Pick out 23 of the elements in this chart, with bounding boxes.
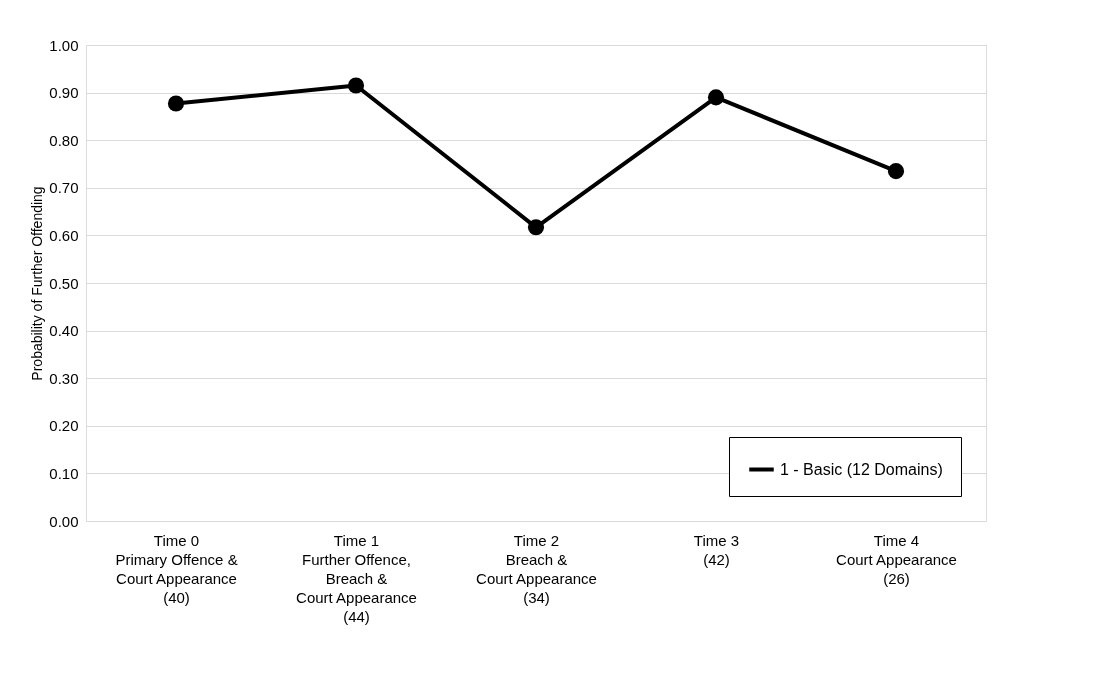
y-tick-label: 0.10 [49,464,79,482]
y-tick-label: 0.80 [49,131,79,149]
x-tick-label: Time 1 Further Offence, Breach & Court Appearance (44) [296,531,417,625]
y-tick-label: 0.70 [49,179,79,197]
x-tick-label: Time 3 (42) [693,531,740,568]
y-tick-label: 0.20 [49,417,79,435]
point [707,89,725,106]
x-tick-label: Time 0 Primary Offence & Court Appearance (40) [115,531,238,606]
legend-label: 1 - Basic (12 Domains) [780,460,943,478]
point [167,95,185,112]
y-tick-label: 1.00 [49,36,79,54]
point [887,163,905,180]
y-tick-label: 0.60 [49,226,79,244]
x-tick-label: Time 2 Breach & Court Appearance (34) [476,531,597,606]
y-tick-label: 0.30 [49,369,79,387]
y-tick-label: 0.50 [49,274,79,292]
y-axis-title: Probability of Further Offending [29,186,46,381]
y-tick-label: 0.90 [49,84,79,102]
point [527,219,545,236]
y-tick-label: 0.40 [49,322,79,340]
point [347,77,365,94]
x-tick-label: Time 4 Court Appearance (26) [836,531,957,587]
y-tick-label: 0.00 [49,512,79,530]
